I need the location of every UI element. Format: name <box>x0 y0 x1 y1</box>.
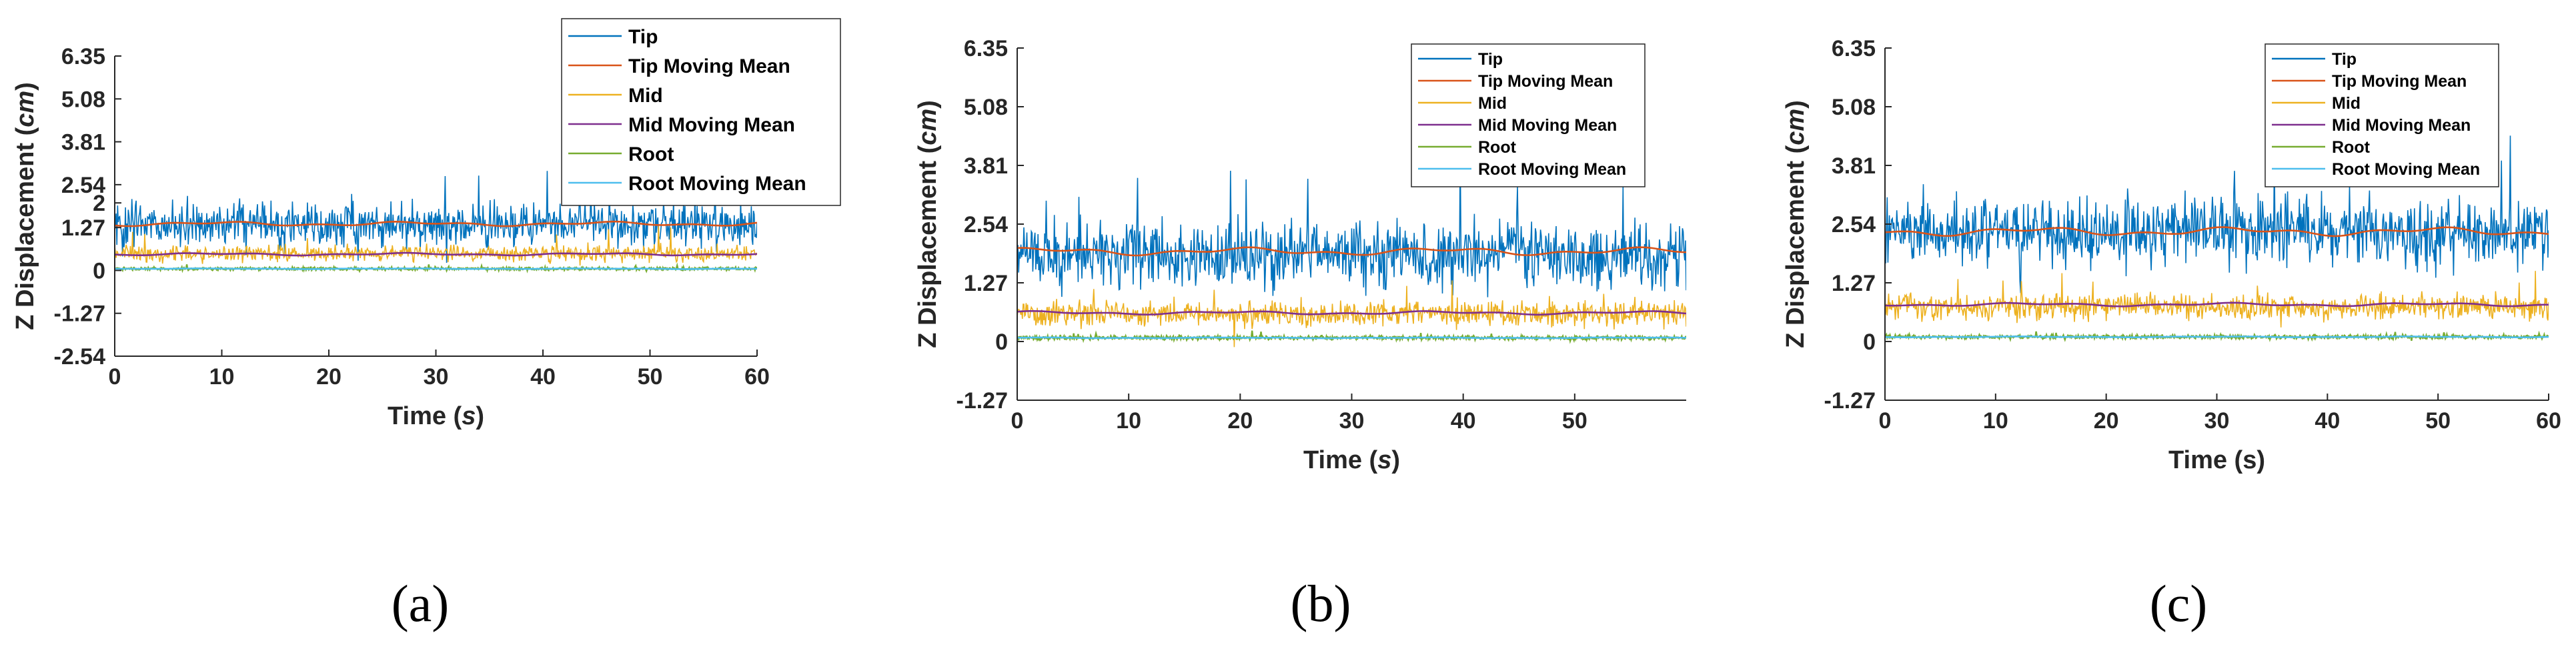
legend-label-tip-moving-mean: Tip Moving Mean <box>628 55 790 77</box>
x-tick-label: 10 <box>1116 408 1141 434</box>
x-tick-label: 50 <box>1562 408 1587 434</box>
legend-box <box>2265 43 2499 187</box>
x-tick-label: 60 <box>2536 408 2561 434</box>
legend: Tip Tip Moving Mean Mid Mid Moving Mean Root… <box>561 18 841 206</box>
series-group <box>1017 151 1686 348</box>
x-tick-label: 0 <box>1011 408 1024 434</box>
series-line-root <box>1017 330 1686 344</box>
y-tick-label: 2.54 <box>1832 212 1876 237</box>
x-tick-label: 30 <box>1339 408 1365 434</box>
legend: Tip Tip Moving Mean Mid Mid Moving Mean Root… <box>1411 43 1646 187</box>
x-axis-label: Time (s) <box>388 402 484 430</box>
legend-label-root: Root <box>1478 138 1517 157</box>
y-tick-label: 6.35 <box>964 36 1008 61</box>
series-line-mid <box>1017 280 1686 348</box>
y-tick-label: -1.27 <box>956 388 1009 414</box>
legend-label-mid: Mid <box>2332 94 2361 113</box>
legend-label-root: Root <box>628 143 674 165</box>
series-line-mid-moving-mean <box>115 251 757 257</box>
y-tick-label: 1.27 <box>1832 271 1876 296</box>
y-axis-label: Z Displacement (cm) <box>914 100 942 348</box>
legend-label-tip-moving-mean: Tip Moving Mean <box>1478 72 1613 91</box>
x-tick-label: 10 <box>1983 408 2008 434</box>
x-tick-label: 40 <box>530 364 556 390</box>
chart-panel-b: 0 10 20 30 40 50 -1.27 0 1.27 2.54 3.81 5.08 6.35 Tim… <box>860 0 1718 655</box>
y-tick-label: 2 <box>93 191 105 216</box>
y-tick-label: 0 <box>995 330 1008 355</box>
x-tick-label: 50 <box>638 364 663 390</box>
x-tick-label: 0 <box>109 364 121 390</box>
y-tick-label: -1.27 <box>1824 388 1876 414</box>
y-tick-label: 3.81 <box>1832 153 1876 179</box>
series-line-tip <box>115 171 757 263</box>
caption-a: (a) <box>391 574 450 632</box>
x-tick-label: 20 <box>1227 408 1253 434</box>
y-tick-label: 3.81 <box>964 153 1008 179</box>
y-tick-label: 2.54 <box>964 212 1008 237</box>
y-tick-label: -2.54 <box>54 344 106 370</box>
series-line-mid-moving-mean <box>1017 310 1686 316</box>
series-line-tip <box>1017 151 1686 297</box>
x-tick-label: 30 <box>424 364 449 390</box>
x-tick-label: 10 <box>209 364 235 390</box>
series-line-root-moving-mean <box>1885 336 2549 339</box>
y-tick-label: 2.54 <box>61 173 105 198</box>
y-tick-label: 0 <box>1863 330 1876 355</box>
x-tick-label: 20 <box>316 364 342 390</box>
series-line-tip <box>1885 135 2549 293</box>
y-tick-label: 5.08 <box>61 87 105 112</box>
legend-box <box>561 18 841 206</box>
series-line-root-moving-mean <box>115 267 757 270</box>
y-tick-label: 5.08 <box>1832 95 1876 120</box>
chart-panel-a: 0 10 20 30 40 50 60 -2.54 -1.27 0 1.27 2 2.54 3.81 5.0… <box>0 0 860 655</box>
series-line-tip-moving-mean <box>115 220 757 227</box>
y-tick-label: 0 <box>93 258 105 283</box>
legend-label-tip: Tip <box>628 26 658 48</box>
legend-label-tip-moving-mean: Tip Moving Mean <box>2332 72 2467 91</box>
y-tick-label: 6.35 <box>1832 36 1876 61</box>
x-tick-label: 20 <box>2094 408 2119 434</box>
chart-b-svg: 0 10 20 30 40 50-1.2701.272.543.815.086.35Tim… <box>914 36 1686 474</box>
y-tick-label: -1.27 <box>54 301 106 327</box>
y-tick-label: 3.81 <box>61 130 105 155</box>
legend-label-root-moving-mean: Root Moving Mean <box>2332 160 2480 179</box>
legend-label-mid: Mid <box>1478 94 1507 113</box>
y-tick-label: 1.27 <box>964 271 1008 296</box>
x-tick-label: 40 <box>1451 408 1476 434</box>
x-tick-label: 30 <box>2204 408 2230 434</box>
series-line-mid-moving-mean <box>1885 301 2549 307</box>
series-group <box>1885 135 2549 343</box>
x-tick-label: 40 <box>2315 408 2340 434</box>
legend-label-mid: Mid <box>628 85 663 107</box>
legend: Tip Tip Moving Mean Mid Mid Moving Mean Root… <box>2265 43 2499 187</box>
legend-label-tip: Tip <box>1478 50 1503 69</box>
y-axis-label: Z Displacement (cm) <box>1782 100 1810 348</box>
series-group <box>115 171 757 273</box>
y-axis-label: Z Displacement (cm) <box>11 82 39 330</box>
series-line-mid <box>1885 271 2549 328</box>
x-axis-label: Time (s) <box>2168 446 2265 474</box>
series-line-tip-moving-mean <box>1017 246 1686 257</box>
legend-label-root: Root <box>2332 138 2371 157</box>
legend-label-mid-moving-mean: Mid Moving Mean <box>628 114 795 136</box>
legend-box <box>1411 43 1646 187</box>
legend-label-tip: Tip <box>2332 50 2357 69</box>
legend-label-root-moving-mean: Root Moving Mean <box>628 173 806 195</box>
x-tick-label: 0 <box>1879 408 1892 434</box>
legend-label-mid-moving-mean: Mid Moving Mean <box>2332 116 2471 135</box>
chart-panel-c: 0 10 20 30 40 50 60 -1.27 0 1.27 2.54 3.81 5.08 6.35 T… <box>1718 0 2576 655</box>
legend-label-mid-moving-mean: Mid Moving Mean <box>1478 116 1617 135</box>
caption-b: (b) <box>1290 574 1351 632</box>
series-line-tip-moving-mean <box>1885 226 2549 237</box>
chart-c-svg: 0 10 20 30 40 50 60-1.2701.272.543.815.086.35T… <box>1782 36 2561 474</box>
x-axis-label: Time (s) <box>1303 446 1400 474</box>
x-tick-label: 60 <box>744 364 770 390</box>
legend-label-root-moving-mean: Root Moving Mean <box>1478 160 1626 179</box>
y-tick-label: 5.08 <box>964 95 1008 120</box>
caption-c: (c) <box>2149 574 2208 632</box>
y-tick-label: 6.35 <box>61 44 105 69</box>
y-tick-label: 1.27 <box>61 215 105 241</box>
x-tick-label: 50 <box>2425 408 2451 434</box>
